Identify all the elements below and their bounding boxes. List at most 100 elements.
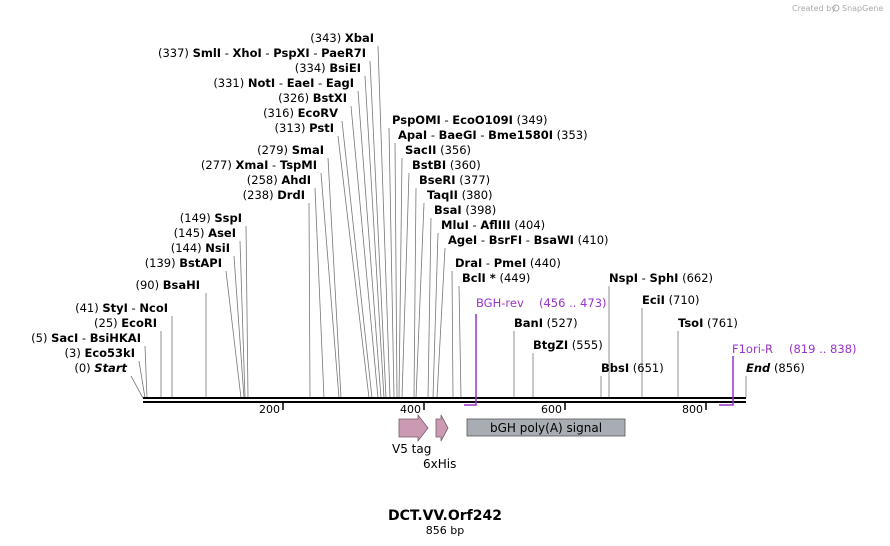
enzyme-name: BbsI [601,361,629,375]
leader-line [369,60,387,399]
separator: - [221,46,232,60]
cut-position: (279) [257,143,288,157]
enzyme-label: (238) DrdI [243,188,305,202]
enzyme-label: (277) XmaI - TspMI [201,158,317,172]
enzyme-name: SphI [649,271,678,285]
enzyme-name: StyI [102,301,128,315]
enzyme-name: BseRI [419,173,456,187]
enzyme-labels: (343) XbaI(337) SmlI - XhoI - PspXI - Pa… [31,31,805,375]
separator: - [477,233,488,247]
enzyme-name: BanI [514,316,543,330]
enzyme-label: (343) XbaI [310,31,374,45]
backbone [143,397,746,403]
cut-position: (404) [514,218,545,232]
enzyme-name: TaqII [427,188,458,202]
enzyme-name: AhdI [281,173,311,187]
enzyme-name: DrdI [277,188,305,202]
cut-position: (662) [682,271,713,285]
cut-position: (139) [145,256,176,270]
cut-position: (90) [135,278,159,292]
cut-position: (349) [517,113,548,127]
enzyme-label: TaqII (380) [427,188,493,202]
enzyme-name: SmlI [193,46,222,60]
primer-bgh-rev: BGH-rev (456 .. 473) [464,296,607,406]
leader-line [388,127,395,399]
enzyme-label: SacII (356) [405,143,471,157]
enzyme-label: DraI - PmeI (440) [455,256,561,270]
leader-line [451,270,454,399]
feature-label-6xhis: 6xHis [423,457,456,471]
leader-line [398,157,403,399]
cut-position: (856) [774,361,805,375]
leader-line [413,187,417,399]
leader-line [341,120,373,399]
separator: - [78,331,89,345]
enzyme-name: BstBI [412,158,446,172]
enzyme-name: ApaI [398,128,427,142]
enzyme-label: (258) AhdI [247,173,311,187]
enzyme-name: EcoRV [298,106,338,120]
cut-position: (377) [459,173,490,187]
enzyme-name: DraI [455,256,482,270]
enzyme-name: AgeI [448,233,477,247]
enzyme-name: PspOMI [392,113,441,127]
cut-position: (353) [557,128,588,142]
cut-position: (337) [158,46,189,60]
enzyme-name: NotI [248,76,275,90]
enzyme-name: BaeGI [439,128,477,142]
leader-line [308,202,311,399]
enzyme-label: (3) Eco53kI [65,346,135,360]
enzyme-label: BsaI (398) [434,203,496,217]
cut-position: (343) [310,31,341,45]
leader-line [364,75,385,399]
enzyme-name: NsiI [205,241,230,255]
enzyme-name: MluI [441,218,469,232]
enzyme-label: (337) SmlI - XhoI - PspXI - PaeR7I [158,46,366,60]
leader-line [432,232,439,399]
leader-line [394,142,398,399]
6xhis-arrow [435,414,449,442]
cut-position: (326) [278,91,309,105]
enzyme-name: PstI [309,121,334,135]
leader-line [245,225,249,399]
cut-position: (761) [707,316,738,330]
enzyme-label: (41) StyI - NcoI [75,301,168,315]
cut-position: (710) [669,293,700,307]
leader-line [377,45,391,399]
enzyme-name: End [746,361,771,375]
cut-position: (3) [65,346,81,360]
enzyme-label: (25) EcoRI [94,316,157,330]
enzyme-name: SspI [214,211,242,225]
separator: - [314,76,325,90]
enzyme-name: BsaHI [163,278,200,292]
enzyme-label: (0) Start [74,361,127,375]
separator: - [441,113,452,127]
leader-line [337,135,370,399]
enzyme-label: BstBI (360) [412,158,481,172]
leader-line [357,90,382,399]
primer-arrow [464,314,477,406]
cut-position: (258) [247,173,278,187]
cut-position: (0) [74,361,90,375]
separator: - [262,46,273,60]
tick-label: 800 [682,403,703,416]
enzyme-name: TspMI [280,158,317,172]
enzyme-label: (334) BsiEI [295,61,361,75]
cut-position: (145) [174,226,205,240]
v5-tag-arrow [398,413,429,443]
enzyme-name: PaeR7I [321,46,366,60]
enzyme-label: ApaI - BaeGI - Bme1580I (353) [398,128,588,142]
enzyme-name: SacI [51,331,78,345]
leader-line [138,360,146,399]
cut-position: (410) [578,233,609,247]
enzyme-name: PmeI [494,256,527,270]
cut-position: (41) [75,301,99,315]
leader-line [427,217,432,399]
separator: - [482,256,493,270]
enzyme-name: EcoRI [121,316,157,330]
cut-position: (360) [450,158,481,172]
cut-position: (356) [440,143,471,157]
enzyme-name: EcoO109I [452,113,513,127]
enzyme-name: Start [94,361,127,375]
enzyme-name: SmaI [292,143,324,157]
